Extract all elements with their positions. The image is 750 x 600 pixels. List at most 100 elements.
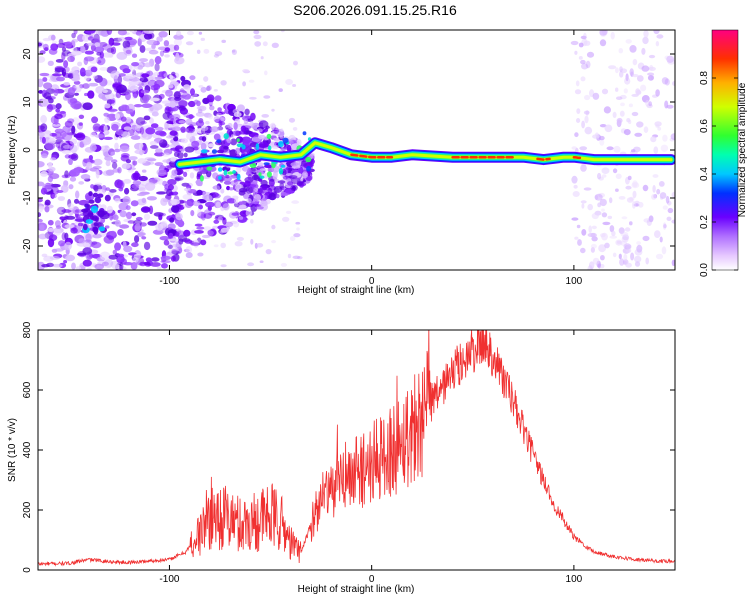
spectrogram-blob (50, 43, 59, 51)
spectrogram-blob (184, 146, 195, 153)
spectrogram-blob (663, 224, 667, 229)
spectrogram-blob (631, 149, 636, 153)
spectrogram-blob (94, 46, 104, 54)
spectrogram-blob (173, 151, 180, 158)
spectrogram-blob (117, 167, 122, 174)
colorbar-tick-label: 0.0 (699, 263, 710, 277)
spectrogram-blob (271, 144, 279, 149)
spectrogram-blob (583, 110, 590, 115)
spectrogram-x-tick-label: -100 (159, 276, 179, 287)
spectrogram-blob (636, 241, 641, 245)
spectrogram-blob (185, 200, 193, 208)
snr-x-axis-label: Height of straight line (km) (298, 584, 415, 595)
spectrogram-blob (600, 255, 605, 261)
spectrogram-blob (98, 42, 108, 47)
spectrogram-blob (154, 176, 160, 180)
spectrogram-blob (243, 193, 250, 198)
spectrogram-blob (98, 30, 104, 36)
spectrogram-blob (213, 54, 219, 58)
spectrogram-blob (90, 205, 99, 213)
spectrogram-blob (624, 227, 631, 232)
spectrogram-blob (223, 146, 229, 150)
spectrogram-blob (142, 94, 150, 104)
spectrogram-blob (49, 157, 57, 161)
spectrogram-blob (145, 47, 156, 52)
spectrogram-blob (612, 111, 617, 118)
spectrogram-blob (277, 180, 286, 184)
spectrogram-blob (612, 168, 618, 174)
spectrogram-blob (629, 45, 637, 53)
spectrogram-blob (271, 42, 279, 48)
spectrogram-blob (119, 210, 127, 218)
spectrogram-blob (590, 232, 597, 238)
spectrogram-blob (95, 169, 100, 179)
spectrogram-blob (589, 261, 595, 270)
spectrogram-blob (137, 65, 144, 70)
spectrogram-blob (215, 112, 223, 119)
spectrogram-blob (285, 210, 292, 214)
spectrogram-blob (195, 120, 205, 127)
spectrogram-blob (126, 211, 132, 220)
spectrogram-blob (282, 137, 289, 144)
spectrogram-blob (114, 113, 120, 120)
spectrogram-blob (96, 52, 102, 56)
spectrogram-blob (164, 47, 171, 52)
spectrogram-blob (278, 141, 284, 148)
spectrogram-blob (122, 40, 131, 49)
spectrogram-blob (159, 131, 167, 137)
spectrogram-blob (574, 89, 582, 95)
snr-y-tick-label: 600 (22, 381, 33, 398)
spectrogram-blob (661, 77, 669, 85)
spectrogram-blob (134, 149, 145, 155)
spectrogram-blob (133, 131, 139, 136)
spectrogram-blob (42, 43, 49, 51)
spectrogram-blob (287, 253, 292, 259)
spectrogram-blob (167, 223, 176, 230)
spectrogram-blob (44, 206, 50, 213)
spectrogram-blob (204, 114, 212, 118)
spectrogram-blob (293, 233, 301, 238)
spectrogram-blob (77, 61, 83, 67)
spectrogram-blob (84, 146, 96, 153)
spectrogram-blob (587, 203, 593, 211)
spectrogram-blob (171, 248, 177, 253)
spectrogram-blob (146, 196, 157, 201)
spectrogram-blob (82, 102, 93, 110)
spectrogram-blob (178, 106, 187, 110)
spectrogram-blob (64, 41, 73, 48)
snr-line (38, 330, 675, 567)
spectrogram-blob (61, 132, 73, 141)
spectrogram-blob (581, 63, 589, 70)
spectrogram-blob (108, 254, 118, 260)
spectrogram-blob (631, 111, 639, 117)
spectrogram-blob (102, 89, 108, 93)
spectrogram-blob (143, 32, 153, 40)
spectrogram-blob (206, 94, 215, 103)
spectrogram-blob (571, 175, 578, 184)
spectrogram-blob (229, 180, 238, 186)
spectrogram-blob (95, 86, 105, 94)
spectrogram-blob (615, 87, 619, 92)
spectrogram-blob (236, 138, 240, 143)
spectrogram-blob (629, 221, 633, 226)
spectrogram-blob (64, 120, 73, 128)
spectrogram-blob (149, 140, 158, 146)
spectrogram-blob (220, 242, 226, 249)
spectrogram-blob (266, 133, 272, 140)
spectrogram-blob (271, 240, 277, 244)
spectrogram-blob (131, 184, 140, 189)
spectrogram-blob (230, 134, 235, 139)
spectrogram-blob (143, 30, 154, 35)
spectrogram-blob (86, 267, 92, 270)
spectrogram-blob (286, 178, 292, 183)
spectrogram-blob (655, 253, 664, 260)
spectrogram-blob (54, 67, 65, 73)
spectrogram-blob (134, 170, 140, 179)
spectrogram-blob (67, 87, 76, 96)
spectrogram-blob (42, 37, 52, 42)
spectrogram-blob (129, 30, 137, 33)
spectrogram-blob (109, 189, 117, 193)
spectrogram-blob (604, 124, 613, 133)
spectrogram-blob (599, 139, 605, 146)
spectrogram-blob (580, 59, 586, 65)
